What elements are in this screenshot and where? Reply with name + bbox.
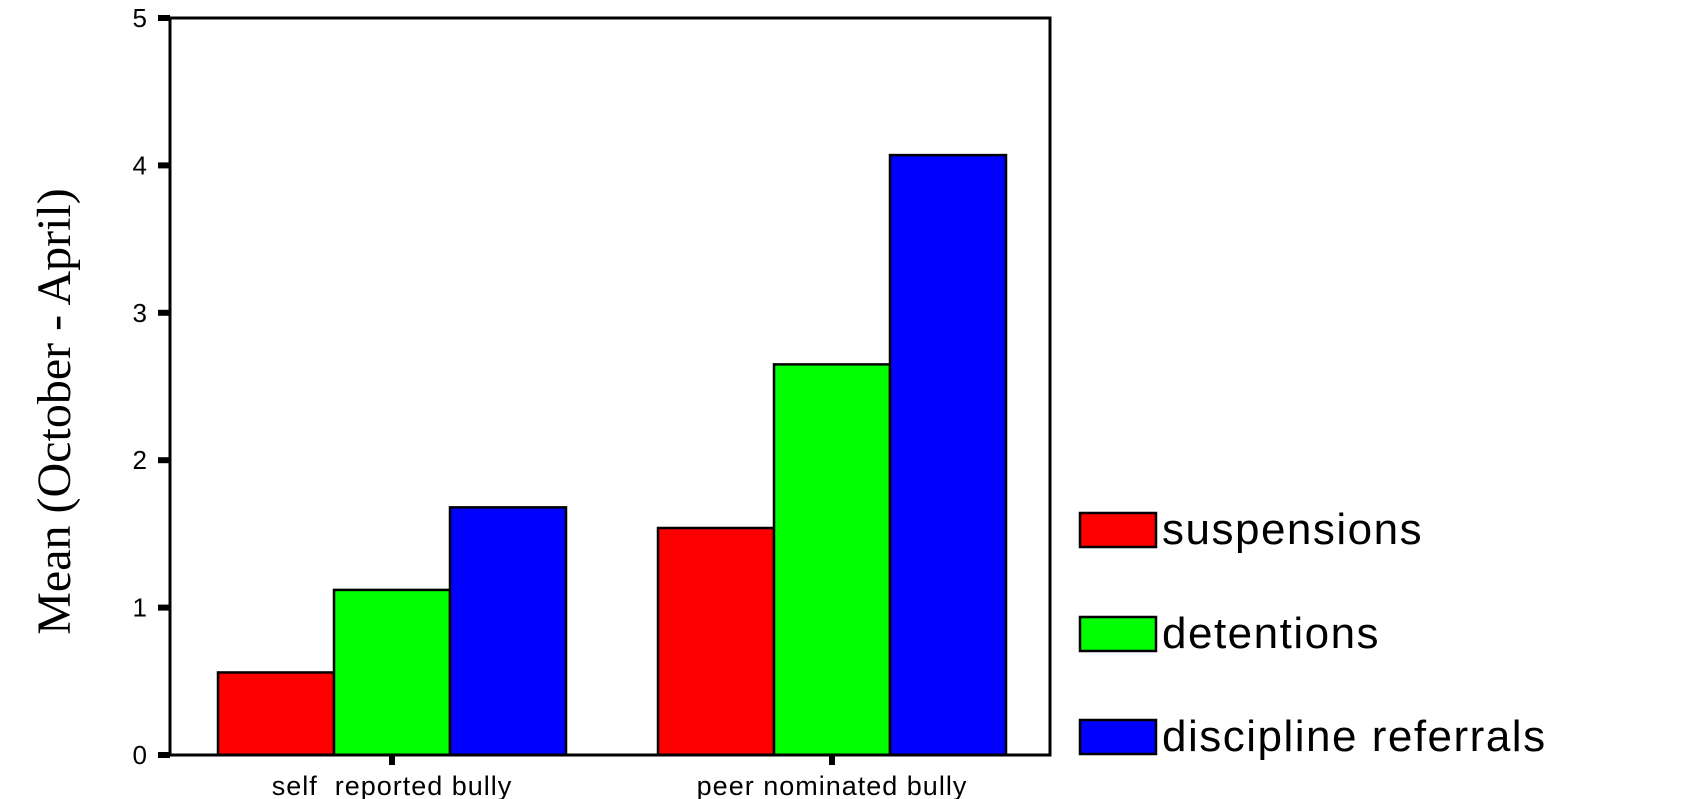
legend-label-detentions: detentions — [1162, 609, 1380, 658]
y-tick-label-3: 3 — [133, 298, 148, 328]
bar-detentions-1 — [772, 363, 892, 757]
y-tick-label-2: 2 — [133, 445, 148, 475]
bars-group — [216, 153, 1008, 757]
x-tick-label-1: peer nominated bully — [697, 771, 968, 799]
y-tick-label-0: 0 — [133, 740, 148, 770]
legend-swatch-suspensions — [1078, 511, 1158, 549]
y-tick-label-4: 4 — [133, 150, 148, 180]
legend-label-discipline-referrals: discipline referrals — [1162, 712, 1547, 761]
bar-discipline-referrals-0 — [448, 506, 568, 757]
y-axis: 0 1 2 3 4 5 — [133, 3, 170, 770]
y-tick-label-1: 1 — [133, 593, 148, 623]
bar-discipline-referrals-1 — [888, 153, 1008, 757]
x-axis: self reported bully peer nominated bully — [272, 755, 968, 799]
bar-detentions-0 — [332, 588, 452, 757]
plot-frame — [168, 16, 1052, 757]
bar-suspensions-0 — [216, 671, 336, 757]
legend-swatch-detentions — [1078, 615, 1158, 653]
x-tick-label-0: self reported bully — [272, 771, 513, 799]
legend-swatch-discipline-referrals — [1078, 718, 1158, 756]
legend: suspensions detentions discipline referral… — [1078, 505, 1547, 761]
y-axis-label: Mean (October - April) — [28, 188, 81, 635]
y-tick-label-5: 5 — [133, 3, 148, 33]
bar-suspensions-1 — [656, 526, 776, 757]
legend-label-suspensions: suspensions — [1162, 505, 1423, 554]
